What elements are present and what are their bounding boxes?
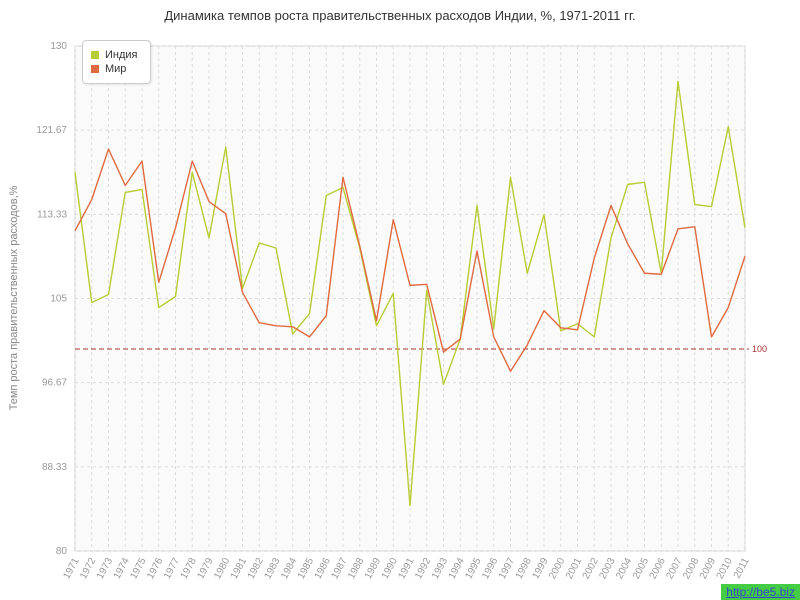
y-tick-label: 96.67: [42, 378, 67, 389]
y-tick-label: 121.67: [36, 125, 67, 136]
y-tick-label: 130: [50, 41, 67, 52]
legend: Индия Мир: [82, 40, 151, 84]
legend-label-india: Индия: [105, 49, 138, 61]
y-tick-label: 80: [56, 546, 68, 557]
legend-label-world: Мир: [105, 63, 127, 75]
watermark-link[interactable]: http://be5.biz: [721, 584, 800, 600]
legend-item-world: Мир: [91, 63, 138, 75]
y-tick-label: 105: [50, 294, 67, 305]
india-series-swatch: [91, 51, 99, 59]
y-tick-label: 113.33: [37, 209, 67, 220]
reference-line-label: 100: [752, 344, 767, 354]
legend-item-india: Индия: [91, 49, 138, 61]
world-series-swatch: [91, 65, 99, 73]
series-line-india: [74, 80, 746, 507]
series-line-world: [74, 148, 746, 372]
x-tick-label: 2010: [715, 556, 735, 581]
chart-title: Динамика темпов роста правительственных …: [164, 8, 636, 23]
x-tick-label: 2011: [732, 556, 752, 581]
y-tick-label: 88.33: [42, 462, 67, 473]
